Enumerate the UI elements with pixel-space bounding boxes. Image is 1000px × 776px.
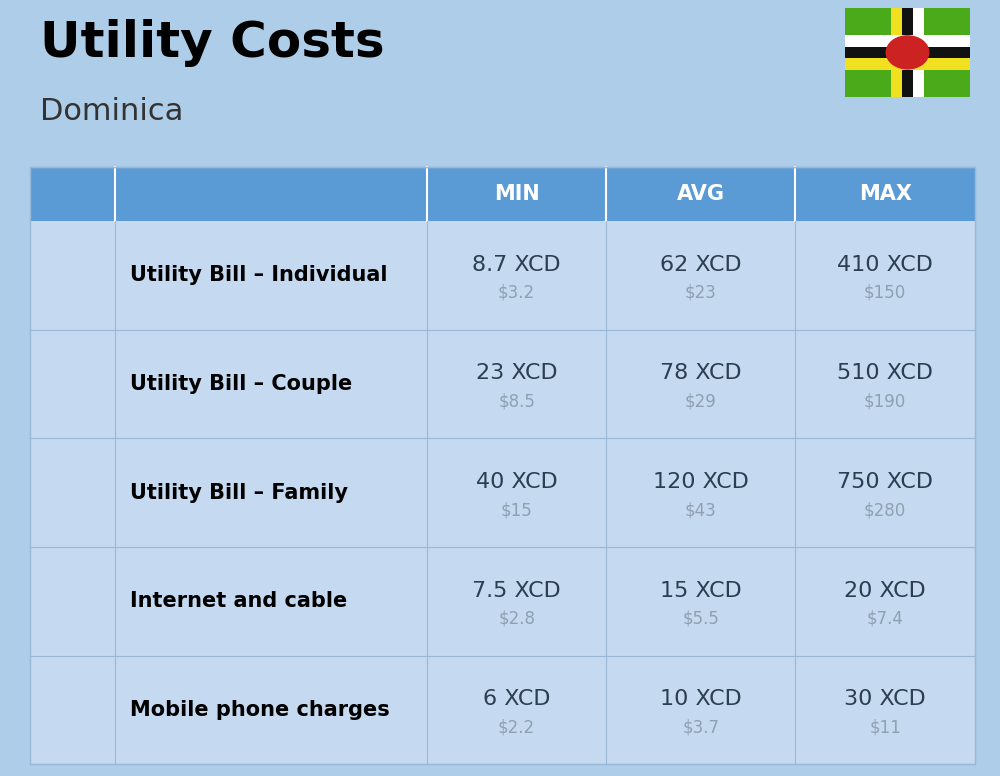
- FancyBboxPatch shape: [913, 8, 924, 97]
- Text: Internet and cable: Internet and cable: [130, 591, 347, 611]
- FancyBboxPatch shape: [845, 35, 970, 47]
- Text: $2.8: $2.8: [498, 610, 535, 628]
- Text: 20 XCD: 20 XCD: [844, 580, 926, 601]
- Text: MAX: MAX: [859, 184, 912, 204]
- Text: Dominica: Dominica: [40, 97, 183, 126]
- Text: 8.7 XCD: 8.7 XCD: [472, 255, 561, 275]
- Text: 30 XCD: 30 XCD: [844, 689, 926, 709]
- Text: $280: $280: [864, 501, 906, 519]
- FancyBboxPatch shape: [891, 8, 902, 97]
- Text: 7.5 XCD: 7.5 XCD: [472, 580, 561, 601]
- Text: $150: $150: [864, 284, 906, 302]
- Text: $190: $190: [864, 393, 906, 411]
- Text: $3.7: $3.7: [682, 719, 719, 736]
- FancyBboxPatch shape: [845, 8, 970, 97]
- Text: Utility Bill – Couple: Utility Bill – Couple: [130, 374, 352, 394]
- Circle shape: [886, 36, 929, 69]
- Text: 62 XCD: 62 XCD: [660, 255, 742, 275]
- Text: $43: $43: [685, 501, 717, 519]
- Text: 78 XCD: 78 XCD: [660, 363, 742, 383]
- FancyBboxPatch shape: [845, 58, 970, 70]
- Text: 10 XCD: 10 XCD: [660, 689, 742, 709]
- Text: 750 XCD: 750 XCD: [837, 472, 933, 492]
- Text: Utility Bill – Individual: Utility Bill – Individual: [130, 265, 388, 286]
- Text: 40 XCD: 40 XCD: [476, 472, 558, 492]
- Text: $8.5: $8.5: [498, 393, 535, 411]
- FancyBboxPatch shape: [30, 330, 975, 438]
- Text: $29: $29: [685, 393, 717, 411]
- Text: $15: $15: [501, 501, 533, 519]
- Text: $5.5: $5.5: [683, 610, 719, 628]
- Text: 23 XCD: 23 XCD: [476, 363, 557, 383]
- Text: $3.2: $3.2: [498, 284, 535, 302]
- FancyBboxPatch shape: [30, 221, 975, 330]
- Text: $7.4: $7.4: [867, 610, 904, 628]
- Text: 6 XCD: 6 XCD: [483, 689, 550, 709]
- FancyBboxPatch shape: [902, 8, 913, 97]
- Text: 120 XCD: 120 XCD: [653, 472, 749, 492]
- Text: 15 XCD: 15 XCD: [660, 580, 742, 601]
- Text: Utility Costs: Utility Costs: [40, 19, 385, 68]
- Text: AVG: AVG: [677, 184, 725, 204]
- FancyBboxPatch shape: [845, 47, 970, 58]
- Text: Mobile phone charges: Mobile phone charges: [130, 700, 390, 720]
- Text: $11: $11: [869, 719, 901, 736]
- Text: 410 XCD: 410 XCD: [837, 255, 933, 275]
- Text: MIN: MIN: [494, 184, 540, 204]
- FancyBboxPatch shape: [30, 656, 975, 764]
- Text: $2.2: $2.2: [498, 719, 535, 736]
- FancyBboxPatch shape: [30, 167, 975, 221]
- Text: Utility Bill – Family: Utility Bill – Family: [130, 483, 348, 503]
- FancyBboxPatch shape: [30, 547, 975, 656]
- Text: 510 XCD: 510 XCD: [837, 363, 933, 383]
- Text: $23: $23: [685, 284, 717, 302]
- FancyBboxPatch shape: [30, 438, 975, 547]
